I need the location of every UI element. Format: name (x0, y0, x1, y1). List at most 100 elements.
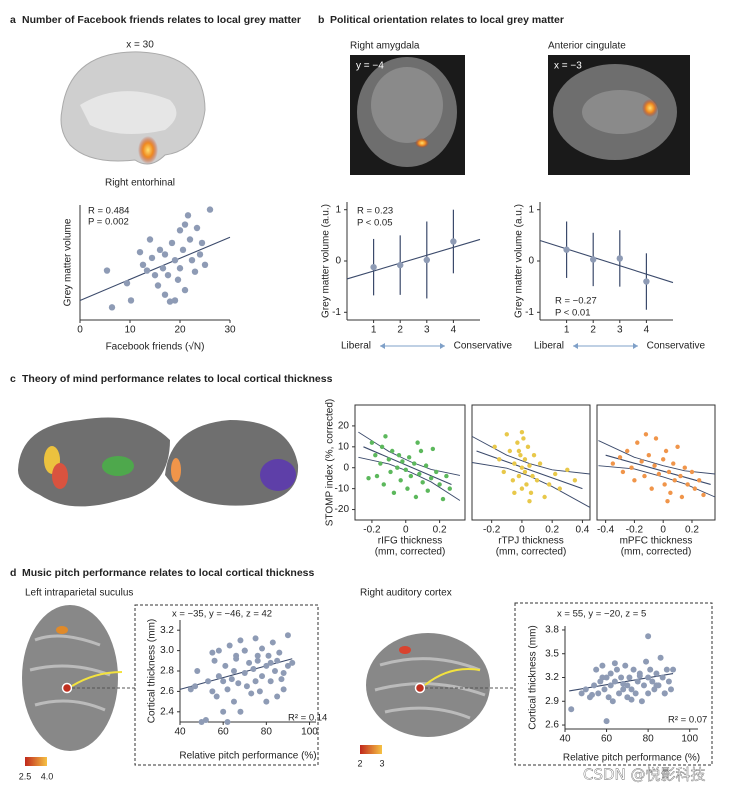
panel-letter: d (10, 567, 16, 579)
data-point (647, 666, 654, 673)
data-point (603, 718, 610, 725)
image-label: x = 30 (126, 40, 154, 51)
data-point (642, 473, 647, 479)
y-tick-label: 3.5 (545, 648, 559, 659)
x-tick-label: 100 (681, 734, 698, 745)
data-point (168, 239, 176, 247)
x-tick-label: 0.2 (433, 525, 447, 536)
data-point (660, 457, 666, 462)
data-point (378, 461, 383, 466)
data-point (656, 471, 662, 477)
data-point (181, 221, 189, 228)
data-point (682, 465, 687, 470)
data-point (226, 642, 233, 649)
data-point (630, 666, 637, 673)
x-tick-label: 40 (559, 734, 571, 745)
confidence-band (598, 440, 716, 475)
data-point (610, 461, 616, 466)
data-point (507, 448, 513, 454)
data-point (519, 465, 525, 470)
data-point (265, 652, 272, 659)
mean-point (590, 256, 597, 263)
watermark: CSDN @悦影科技 (583, 766, 706, 784)
x-tick-label: 0 (403, 525, 409, 536)
x-tick-label: 80 (643, 734, 655, 745)
data-point (156, 246, 164, 254)
data-point (512, 461, 517, 466)
data-point (632, 690, 639, 697)
annotation: R² = 0.07 (668, 715, 707, 726)
data-point (213, 693, 220, 700)
data-point (591, 682, 598, 689)
data-point (136, 248, 144, 256)
y-tick-label: 0 (343, 462, 349, 473)
data-point (248, 690, 255, 697)
data-point (408, 473, 414, 479)
data-point (215, 647, 222, 654)
data-point (196, 251, 204, 258)
y-tick-label: 3.0 (160, 645, 174, 656)
data-point (267, 678, 274, 685)
x-tick-label: -0.4 (597, 525, 615, 536)
x-tick-label: -0.2 (363, 525, 381, 536)
x-tick-label: 0 (519, 525, 525, 536)
y-tick-label: 0 (528, 256, 534, 267)
data-point (607, 670, 614, 677)
data-point (103, 267, 111, 274)
x-tick-label: 60 (218, 727, 230, 738)
x-tick-label: 0.2 (545, 525, 559, 536)
y-tick-label: 0 (335, 256, 341, 267)
data-point (617, 455, 623, 460)
data-point (603, 674, 610, 681)
x-tick-label: 4 (644, 325, 650, 336)
data-point (391, 490, 397, 496)
fit-line (605, 454, 711, 485)
image-label: Right amygdala (350, 41, 420, 52)
data-point (269, 639, 276, 646)
data-point (243, 683, 250, 690)
data-point (274, 657, 281, 664)
data-point (396, 452, 402, 458)
data-point (220, 708, 227, 715)
data-point (252, 635, 259, 642)
data-point (284, 662, 291, 669)
data-point (611, 660, 618, 667)
data-point (444, 473, 449, 479)
data-point (211, 657, 218, 664)
data-point (582, 686, 589, 693)
data-point (176, 265, 184, 272)
y-tick-label: 2.6 (160, 686, 174, 697)
data-point (201, 261, 209, 268)
x-tick-label: 3 (617, 325, 623, 336)
data-point (595, 690, 602, 697)
brain-image-d-left (22, 604, 319, 766)
data-point (108, 304, 116, 311)
data-point (406, 455, 412, 460)
x-tick-label: 0.2 (685, 525, 699, 536)
data-point (578, 690, 585, 697)
data-point (667, 686, 674, 693)
data-point (440, 496, 446, 502)
mri-image-sagittal (548, 55, 690, 175)
data-point (254, 652, 261, 659)
data-point (522, 457, 528, 462)
data-point (228, 676, 235, 683)
panel-title: Number of Facebook friends relates to lo… (22, 14, 301, 26)
data-point (599, 662, 606, 669)
y-axis-label: Cortical thickness (mm) (528, 625, 539, 729)
data-point (400, 459, 405, 464)
brain-image-d-right (360, 602, 713, 766)
image-label: x = −3 (554, 61, 582, 72)
confidence-band (358, 431, 461, 476)
data-point (209, 649, 216, 656)
fit-line (346, 238, 481, 280)
data-point (524, 482, 529, 487)
image-label: Anterior cingulate (548, 41, 626, 52)
data-point (521, 436, 526, 441)
image-label: Right auditory cortex (360, 588, 452, 599)
data-point (127, 297, 135, 304)
data-point (679, 494, 685, 500)
x-tick-label: -0.2 (483, 525, 501, 536)
data-point (241, 647, 248, 654)
data-point (179, 246, 187, 254)
